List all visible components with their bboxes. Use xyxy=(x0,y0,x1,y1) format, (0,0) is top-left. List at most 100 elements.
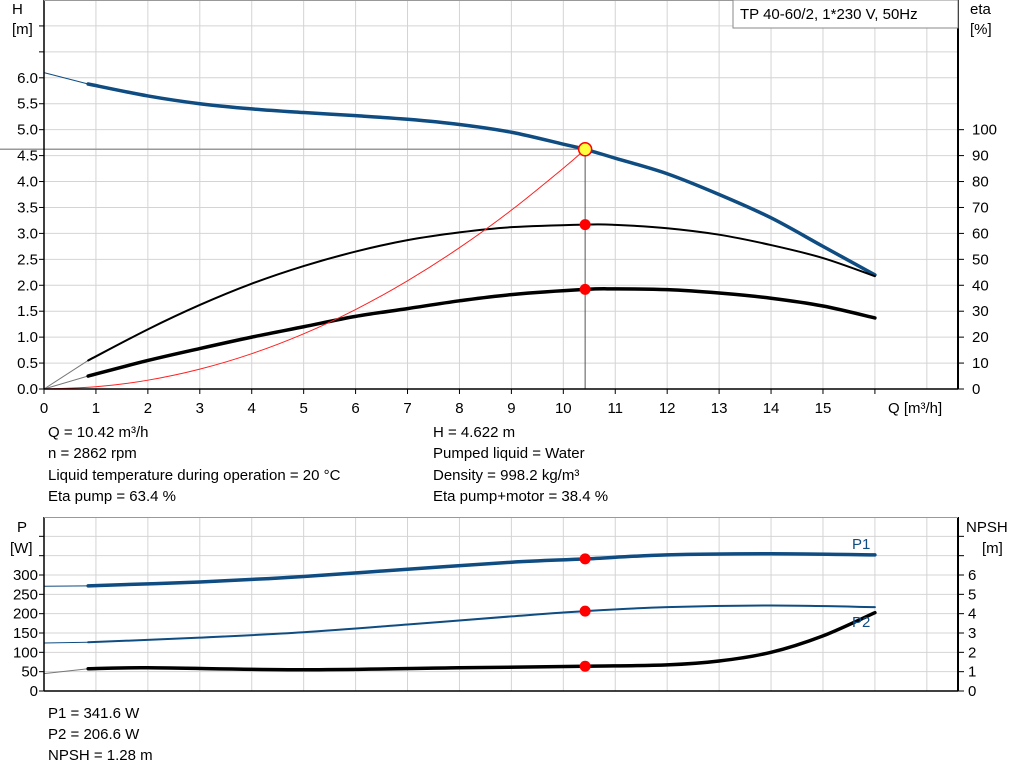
y-tick-label-left: 1.5 xyxy=(17,303,38,320)
y-tick-label-right: 1 xyxy=(968,664,976,681)
y-tick-label-right: 4 xyxy=(968,606,976,623)
curve-extension-eta-pump xyxy=(43,360,89,390)
x-tick-label: 3 xyxy=(196,400,204,417)
y-tick-label-left: 4.5 xyxy=(17,148,38,165)
x-tick-label: 4 xyxy=(248,400,256,417)
y-tick-label-left: 200 xyxy=(13,606,38,623)
x-tick-label: 0 xyxy=(40,400,48,417)
y-tick-label-right: 5 xyxy=(968,586,976,603)
y-tick-label-left: 3.5 xyxy=(17,199,38,216)
curves xyxy=(0,72,877,675)
x-tick-label: 1 xyxy=(92,400,100,417)
y-axis-label-npsh: NPSH xyxy=(966,519,1008,536)
curve-npsh xyxy=(86,610,877,672)
y-tick-label-left: 0 xyxy=(30,683,38,700)
y-tick-label-left: 2.5 xyxy=(17,251,38,268)
info-p1: P1 = 341.6 W xyxy=(48,705,140,722)
marker-eta-pump xyxy=(579,219,591,231)
y-tick-label-right: 10 xyxy=(972,355,989,372)
x-axis-label: Q [m³/h] xyxy=(888,400,942,417)
y-tick-label-right: 0 xyxy=(972,381,980,398)
top-grid xyxy=(44,0,958,389)
curve-eta-pump-motor xyxy=(86,287,877,378)
x-tick-label: 2 xyxy=(144,400,152,417)
y-tick-label-right: 40 xyxy=(972,277,989,294)
y-tick-label-right: 30 xyxy=(972,303,989,320)
x-tick-label: 13 xyxy=(711,400,728,417)
info-speed: n = 2862 rpm xyxy=(48,445,137,462)
y-axis-unit-p: [W] xyxy=(10,540,33,557)
y-tick-label-left: 5.0 xyxy=(17,122,38,139)
x-tick-label: 9 xyxy=(507,400,515,417)
y-axis-label-eta: eta xyxy=(970,1,992,18)
info-pumped-liquid: Pumped liquid = Water xyxy=(433,445,585,462)
curve-head xyxy=(86,82,877,277)
marker-p1 xyxy=(579,553,591,565)
curve-extension-head xyxy=(43,72,89,85)
curve-system-curve xyxy=(43,148,586,390)
y-tick-label-left: 0.0 xyxy=(17,381,38,398)
info-eta-pump-motor: Eta pump+motor = 38.4 % xyxy=(433,488,609,505)
series-label-p1: P1 xyxy=(852,536,870,553)
y-axis-unit-eta: [%] xyxy=(970,21,992,38)
y-tick-label-left: 5.5 xyxy=(17,96,38,113)
info-p2: P2 = 206.6 W xyxy=(48,726,140,743)
x-tick-label: 15 xyxy=(815,400,832,417)
y-tick-label-left: 150 xyxy=(13,625,38,642)
y-tick-label-right: 0 xyxy=(968,683,976,700)
x-tick-label: 11 xyxy=(607,400,623,417)
y-axis-label-h: H xyxy=(12,1,23,18)
y-tick-label-left: 300 xyxy=(13,567,38,584)
x-tick-label: 6 xyxy=(351,400,359,417)
info-q: Q = 10.42 m³/h xyxy=(48,424,149,441)
y-tick-label-right: 6 xyxy=(968,567,976,584)
marker-eta-pump-motor xyxy=(579,283,591,295)
chart-title: TP 40-60/2, 1*230 V, 50Hz xyxy=(740,6,918,23)
bottom-grid xyxy=(44,517,958,691)
info-liquid-temp: Liquid temperature during operation = 20… xyxy=(48,467,341,484)
curve-p2 xyxy=(87,604,876,644)
y-axis-label-p: P xyxy=(17,519,27,536)
marker-duty-point xyxy=(577,142,593,157)
curve-extension-eta-pump-motor xyxy=(43,375,89,390)
series-label-p2: P2 xyxy=(852,614,870,631)
y-tick-label-right: 100 xyxy=(972,122,997,139)
y-tick-label-right: 90 xyxy=(972,148,989,165)
info-eta-pump: Eta pump = 63.4 % xyxy=(48,488,176,505)
marker-p2 xyxy=(579,605,591,617)
y-tick-label-right: 2 xyxy=(968,644,976,661)
x-tick-label: 10 xyxy=(555,400,572,417)
curve-extension-npsh xyxy=(43,668,89,675)
y-tick-label-left: 6.0 xyxy=(17,70,38,87)
y-axis-unit-npsh: [m] xyxy=(982,540,1003,557)
curve-extension-p2 xyxy=(43,641,89,644)
axes: 0 1 2 3 4 5 6 7 8 9 10 11 12 13 14 150.00.51.01.52.02.5… xyxy=(13,0,997,700)
x-tick-label: 7 xyxy=(403,400,411,417)
y-tick-label-left: 4.0 xyxy=(17,174,38,191)
info-npsh: NPSH = 1.28 m xyxy=(48,747,153,764)
x-tick-label: 14 xyxy=(763,400,780,417)
y-tick-label-left: 100 xyxy=(13,644,38,661)
y-tick-label-right: 3 xyxy=(968,625,976,642)
y-tick-label-right: 60 xyxy=(972,225,989,242)
y-tick-label-left: 1.0 xyxy=(17,329,38,346)
axis-labels: H [m] eta [%] Q [m³/h] TP 40-60/2, 1*230… xyxy=(10,0,1008,631)
curve-eta-pump xyxy=(87,223,876,362)
curve-p1 xyxy=(86,551,877,588)
marker-npsh xyxy=(579,660,591,672)
x-tick-label: 5 xyxy=(299,400,307,417)
y-tick-label-left: 250 xyxy=(13,586,38,603)
info-head: H = 4.622 m xyxy=(433,424,516,441)
y-tick-label-left: 2.0 xyxy=(17,277,38,294)
y-tick-label-right: 80 xyxy=(972,174,989,191)
y-tick-label-left: 50 xyxy=(21,664,38,681)
y-tick-label-right: 20 xyxy=(972,329,989,346)
y-tick-label-right: 70 xyxy=(972,199,989,216)
legend-box xyxy=(732,0,959,29)
x-tick-label: 12 xyxy=(659,400,676,417)
y-tick-label-left: 3.0 xyxy=(17,225,38,242)
x-tick-label: 8 xyxy=(455,400,463,417)
y-tick-label-right: 50 xyxy=(972,251,989,268)
